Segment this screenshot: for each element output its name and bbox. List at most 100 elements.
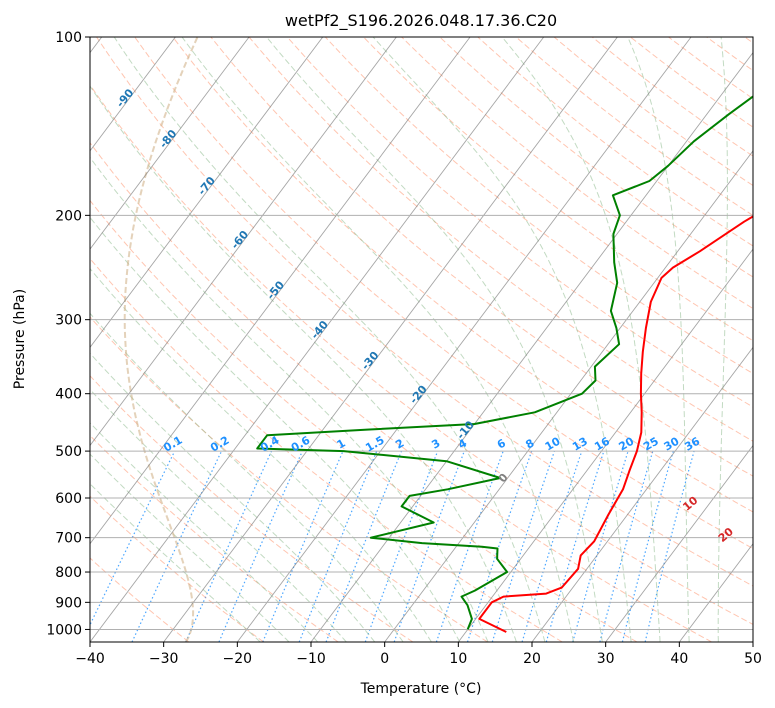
isotherm-label: -30	[359, 349, 382, 373]
moist-adiabat	[627, 37, 690, 642]
dry-adiabat	[706, 37, 753, 72]
series-line	[256, 95, 753, 630]
isotherm	[90, 37, 176, 152]
dry-adiabat	[363, 37, 753, 342]
x-axis: −40 −30 −20 −10 0 10 20 30 40 50	[75, 642, 762, 667]
isotherm	[752, 641, 753, 642]
y-tick-label: 900	[55, 595, 82, 611]
moist-adiabat	[90, 216, 461, 642]
isotherm	[90, 37, 545, 642]
moist-adiabat	[90, 85, 517, 642]
x-tick-label: −40	[75, 651, 105, 667]
mixing-ratio-line	[491, 450, 555, 642]
mixing-ratio-line	[466, 450, 533, 642]
moist-adiabat	[90, 352, 376, 642]
left-edge-curve	[123, 37, 199, 642]
isotherm	[310, 51, 753, 642]
y-tick-label: 800	[55, 565, 82, 581]
isotherm-label: -60	[228, 228, 251, 252]
x-tick-label: 10	[449, 651, 467, 667]
isotherm-label: -20	[407, 383, 430, 407]
mixing-ratio-label: 4	[456, 436, 469, 451]
moist-adiabat	[113, 37, 546, 642]
mixing-ratio-line	[325, 450, 403, 642]
dry-adiabat	[134, 37, 753, 550]
y-tick-label: 600	[55, 491, 82, 507]
plot-frame	[89, 36, 754, 643]
isotherm	[90, 37, 397, 447]
moist-adiabat	[90, 422, 319, 642]
moist-adiabat	[717, 37, 728, 642]
mixing-ratio-line	[545, 450, 605, 642]
dry-adiabat	[90, 557, 190, 642]
dry-adiabat	[286, 37, 753, 408]
moist-adiabat	[266, 37, 603, 642]
dry-adiabats	[90, 37, 753, 642]
isotherm-label: -70	[195, 174, 218, 198]
series-line	[478, 215, 753, 633]
moist-adiabat	[90, 312, 404, 642]
mixing-ratio-label: 2	[393, 437, 406, 452]
isotherm	[531, 346, 753, 642]
x-tick-label: −30	[149, 651, 179, 667]
mixing-ratio-line	[262, 450, 344, 642]
dry-adiabat	[90, 142, 712, 642]
dry-adiabat	[90, 84, 753, 625]
y-tick-label: 1000	[46, 622, 82, 638]
dry-adiabat	[90, 375, 414, 642]
x-tick-label: 40	[670, 651, 688, 667]
moist-adiabat	[372, 37, 632, 642]
moist-adiabat	[90, 453, 290, 642]
pressure-gridlines	[90, 37, 753, 630]
moist-adiabat	[90, 388, 347, 642]
mixing-ratio-line	[393, 450, 465, 642]
x-tick-label: 20	[523, 651, 541, 667]
y-tick-label: 300	[55, 313, 82, 329]
isotherm	[90, 37, 250, 250]
mixing-ratio-line	[364, 450, 439, 642]
isotherms	[90, 37, 753, 642]
chart-title: wetPf2_S196.2026.048.17.36.C20	[285, 11, 557, 31]
mixing-ratio-line	[185, 450, 273, 642]
y-axis: 100 200 300 400 500 600 700 800 900 1000	[46, 30, 90, 638]
mixing-ratio-line	[572, 450, 629, 642]
isotherm	[236, 37, 692, 642]
mixing-ratio-line	[521, 450, 583, 642]
dry-adiabat	[90, 199, 638, 642]
moist-adiabat	[181, 37, 575, 642]
mixing-ratio-label: 3	[429, 437, 442, 452]
isotherm-label: -100	[63, 49, 91, 79]
mixing-ratio-line	[298, 450, 378, 642]
line-labels: -100-90-80-70-60-50-40-30-20-1000.1 0.2 0.…	[63, 49, 771, 576]
isotherm	[163, 37, 618, 642]
x-tick-label: −10	[296, 651, 326, 667]
y-tick-label: 500	[55, 444, 82, 460]
y-axis-label: Pressure (hPa)	[12, 289, 28, 389]
x-axis-label: Temperature (°C)	[360, 681, 482, 697]
plot-area: -100-90-80-70-60-50-40-30-20-1000.1 0.2 0.…	[63, 37, 771, 642]
mixing-ratio-label: 1	[335, 437, 348, 452]
isotherm	[605, 444, 753, 642]
y-tick-label: 200	[55, 208, 82, 224]
y-tick-label: 700	[55, 531, 82, 547]
dry-adiabat	[401, 37, 753, 310]
x-tick-label: 0	[380, 651, 389, 667]
isotherm	[90, 37, 324, 349]
dry-adiabat	[96, 37, 753, 587]
moist-adiabat	[90, 156, 489, 642]
x-tick-label: 30	[597, 651, 615, 667]
x-tick-label: 50	[744, 651, 762, 667]
y-tick-label: 400	[55, 387, 82, 403]
mixing-ratio-line	[90, 450, 176, 627]
dry-adiabat	[668, 37, 753, 100]
mixing-ratio-line	[599, 450, 654, 642]
dry-adiabat	[90, 316, 488, 642]
mixing-ratio-line	[218, 450, 303, 642]
isotherm-label: -50	[264, 278, 287, 302]
dry-adiabat-label: 30	[751, 556, 771, 576]
y-tick-label: 100	[55, 30, 82, 46]
mixing-ratio-label: 6	[495, 436, 508, 451]
moist-adiabat	[90, 483, 261, 642]
x-tick-label: −20	[223, 651, 253, 667]
